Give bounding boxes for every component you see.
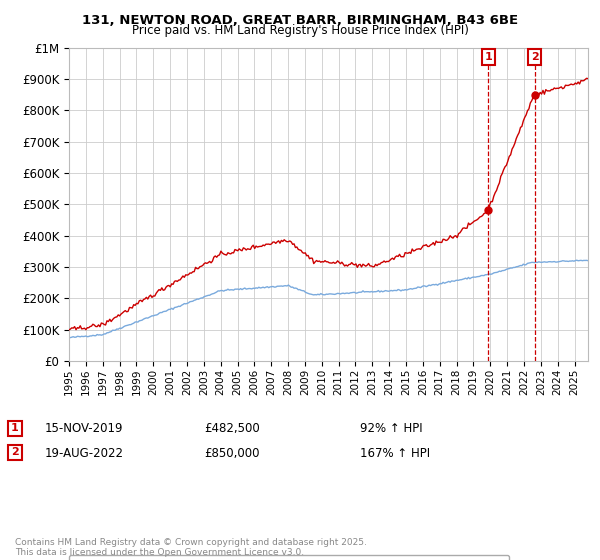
Legend: 131, NEWTON ROAD, GREAT BARR, BIRMINGHAM, B43 6BE (detached house), HPI: Average: 131, NEWTON ROAD, GREAT BARR, BIRMINGHAM…: [69, 554, 509, 560]
Text: 92% ↑ HPI: 92% ↑ HPI: [360, 422, 422, 436]
Text: 15-NOV-2019: 15-NOV-2019: [45, 422, 124, 436]
Text: 1: 1: [484, 52, 492, 62]
Text: 167% ↑ HPI: 167% ↑ HPI: [360, 446, 430, 460]
Text: 2: 2: [531, 52, 539, 62]
Text: 19-AUG-2022: 19-AUG-2022: [45, 446, 124, 460]
Text: 131, NEWTON ROAD, GREAT BARR, BIRMINGHAM, B43 6BE: 131, NEWTON ROAD, GREAT BARR, BIRMINGHAM…: [82, 14, 518, 27]
Text: 2: 2: [11, 447, 19, 458]
Text: Contains HM Land Registry data © Crown copyright and database right 2025.
This d: Contains HM Land Registry data © Crown c…: [15, 538, 367, 557]
Text: £850,000: £850,000: [204, 446, 260, 460]
Text: 1: 1: [11, 423, 19, 433]
Text: £482,500: £482,500: [204, 422, 260, 436]
Text: Price paid vs. HM Land Registry's House Price Index (HPI): Price paid vs. HM Land Registry's House …: [131, 24, 469, 37]
